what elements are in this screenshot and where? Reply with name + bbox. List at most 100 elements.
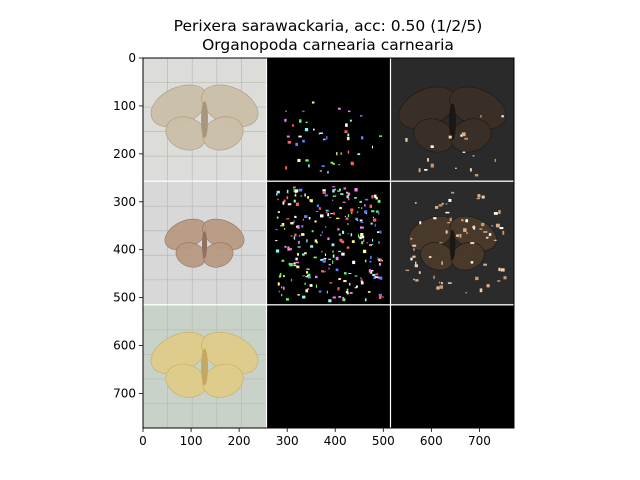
- saliency-pixel: [338, 250, 341, 253]
- saliency-pixel: [297, 246, 301, 248]
- saliency-pixel: [366, 242, 369, 244]
- saliency-pixel: [330, 161, 334, 164]
- saliency-pixel: [293, 188, 295, 192]
- saliency-pixel: [374, 194, 377, 198]
- saliency-pixel: [349, 292, 353, 294]
- saliency-pixel: [294, 215, 297, 219]
- saliency-pixel: [314, 220, 317, 223]
- saliency-pixel: [334, 188, 337, 191]
- saliency-pixel: [326, 290, 328, 294]
- saliency-pixel: [327, 213, 330, 217]
- saliency-pixel: [287, 140, 292, 144]
- highlight-patch: [500, 268, 505, 272]
- cell-1-2: [390, 181, 514, 305]
- saliency-pixel: [315, 284, 317, 288]
- saliency-pixel: [305, 276, 309, 278]
- highlight-patch: [430, 145, 434, 148]
- saliency-pixel: [346, 288, 349, 292]
- saliency-pixel: [311, 101, 315, 104]
- saliency-pixel: [371, 145, 374, 149]
- saliency-pixel: [322, 260, 326, 263]
- saliency-pixel: [306, 268, 310, 270]
- saliency-pixel: [342, 298, 346, 302]
- highlight-patch: [463, 228, 467, 232]
- saliency-pixel: [301, 233, 305, 236]
- saliency-pixel: [372, 218, 377, 222]
- saliency-pixel: [350, 233, 353, 237]
- highlight-patch: [503, 276, 507, 280]
- highlight-patch: [460, 219, 464, 222]
- saliency-pixel: [338, 296, 342, 298]
- saliency-pixel: [323, 271, 326, 273]
- highlight-patch: [462, 151, 466, 153]
- highlight-patch: [470, 261, 474, 264]
- saliency-pixel: [328, 299, 332, 303]
- saliency-pixel: [337, 287, 340, 291]
- saliency-pixel: [295, 257, 298, 261]
- saliency-pixel: [298, 234, 301, 237]
- saliency-pixel: [327, 210, 330, 212]
- saliency-pixel: [342, 296, 345, 299]
- saliency-pixel: [297, 294, 300, 296]
- saliency-pixel: [324, 194, 328, 197]
- saliency-pixel: [302, 295, 306, 299]
- highlight-patch: [414, 264, 418, 268]
- saliency-pixel: [354, 287, 357, 289]
- highlight-patch: [441, 281, 443, 285]
- moth-wing-body: [201, 101, 208, 139]
- saliency-pixel: [370, 222, 373, 225]
- highlight-patch: [430, 163, 434, 168]
- saliency-pixel: [305, 121, 308, 124]
- saliency-pixel: [360, 232, 364, 237]
- saliency-pixel: [326, 136, 328, 140]
- saliency-pixel: [340, 193, 344, 195]
- saliency-pixel: [352, 260, 356, 265]
- saliency-pixel: [338, 164, 341, 166]
- x-tick-label: 300: [276, 434, 299, 448]
- saliency-pixel: [320, 234, 322, 236]
- saliency-pixel: [362, 226, 364, 229]
- saliency-pixel: [343, 280, 347, 283]
- saliency-pixel: [339, 238, 343, 242]
- saliency-pixel: [347, 223, 349, 225]
- saliency-pixel: [305, 289, 309, 293]
- saliency-pixel: [336, 151, 338, 156]
- saliency-pixel: [373, 275, 376, 279]
- saliency-pixel: [345, 123, 348, 127]
- saliency-pixel: [371, 238, 374, 242]
- highlight-patch: [501, 115, 504, 118]
- highlight-patch: [474, 174, 479, 177]
- saliency-pixel: [293, 236, 296, 240]
- saliency-pixel: [347, 150, 350, 154]
- x-tick-label: 0: [139, 434, 147, 448]
- highlight-patch: [476, 197, 480, 200]
- saliency-pixel: [332, 163, 336, 165]
- saliency-pixel: [276, 193, 278, 196]
- highlight-patch: [419, 221, 422, 225]
- saliency-pixel: [304, 252, 307, 255]
- saliency-pixel: [378, 262, 382, 266]
- image-grid-axes: [142, 57, 515, 429]
- saliency-pixel: [298, 135, 302, 138]
- saliency-pixel: [348, 197, 350, 201]
- saliency-pixel: [346, 292, 349, 295]
- highlight-patch: [436, 286, 440, 290]
- saliency-pixel: [328, 267, 330, 270]
- cell-1-0: [143, 181, 267, 305]
- saliency-pixel: [342, 230, 345, 234]
- highlight-patch: [428, 256, 432, 259]
- highlight-patch: [412, 255, 416, 258]
- saliency-pixel: [295, 142, 299, 146]
- saliency-pixel: [302, 275, 306, 277]
- highlight-patch: [424, 168, 428, 171]
- saliency-pixel: [291, 124, 294, 127]
- highlight-patch: [461, 132, 466, 137]
- saliency-pixel: [318, 207, 321, 210]
- saliency-pixel: [293, 199, 296, 203]
- masked-moth-wing: [450, 242, 485, 271]
- saliency-pixel: [321, 165, 325, 168]
- saliency-pixel: [349, 119, 352, 122]
- saliency-pixel: [308, 216, 311, 220]
- y-axis: 0 100 200 300 400 500 600 700: [113, 51, 143, 400]
